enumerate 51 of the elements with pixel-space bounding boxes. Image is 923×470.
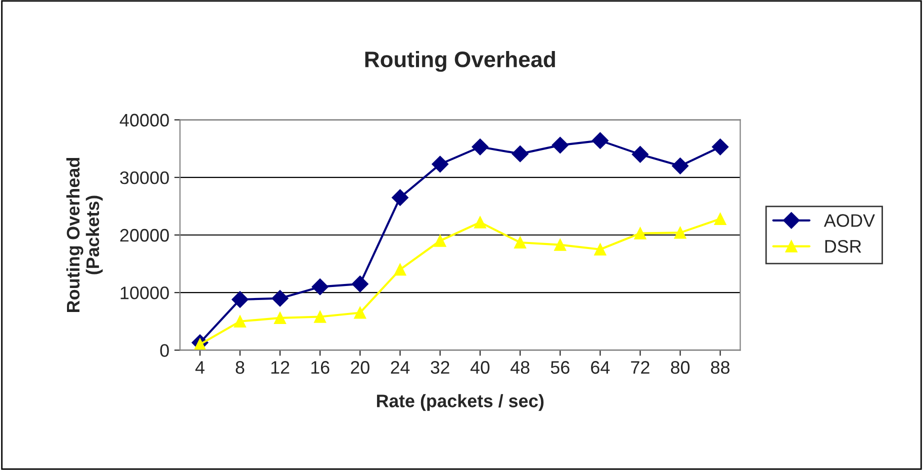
x-tick-label: 72	[631, 361, 650, 374]
point	[712, 138, 729, 156]
point	[352, 276, 368, 292]
point	[472, 138, 488, 156]
point	[672, 158, 689, 174]
point	[634, 227, 646, 240]
point	[592, 132, 609, 149]
point	[512, 145, 529, 162]
point	[474, 216, 486, 228]
point	[272, 290, 288, 307]
point	[234, 315, 246, 328]
point	[554, 238, 566, 251]
x-axis-title: Rate (packets / sec)	[377, 394, 544, 411]
y-tick-label: 40000	[120, 114, 169, 127]
point	[394, 263, 406, 276]
point	[552, 136, 569, 154]
chart-title: Routing Overhead	[365, 50, 555, 72]
y-tick-label: 30000	[120, 171, 169, 184]
point	[354, 306, 366, 319]
x-tick-label: 56	[550, 361, 570, 374]
x-tick-label: 88	[710, 361, 730, 374]
x-tick-label: 32	[430, 361, 450, 374]
y-axis-title: Routing Overhead (Packets)	[66, 158, 103, 312]
point	[432, 156, 448, 173]
x-tick-label: 40	[470, 361, 490, 374]
x-tick-label: 24	[390, 361, 410, 374]
point	[674, 226, 686, 239]
point	[514, 236, 526, 249]
point	[434, 234, 446, 247]
legend-label: AODV	[824, 214, 875, 227]
point	[274, 312, 286, 324]
x-tick-label: 80	[670, 361, 690, 374]
point	[194, 338, 206, 350]
x-tick-label: 20	[350, 361, 370, 374]
point	[714, 212, 726, 225]
point	[632, 146, 649, 163]
point	[232, 291, 248, 308]
x-tick-label: 12	[271, 361, 290, 374]
x-tick-label: 4	[195, 361, 204, 374]
legend-label: DSR	[825, 240, 862, 253]
point	[312, 278, 328, 296]
y-tick-label: 20000	[120, 228, 169, 242]
y-tick-label: 0	[160, 344, 169, 357]
x-tick-label: 8	[236, 361, 244, 374]
x-tick-label: 64	[591, 361, 610, 374]
x-tick-label: 48	[510, 361, 530, 374]
point	[392, 189, 408, 206]
x-tick-label: 16	[311, 361, 330, 374]
y-tick-label: 10000	[120, 286, 169, 300]
point	[314, 310, 326, 323]
point	[594, 243, 606, 256]
